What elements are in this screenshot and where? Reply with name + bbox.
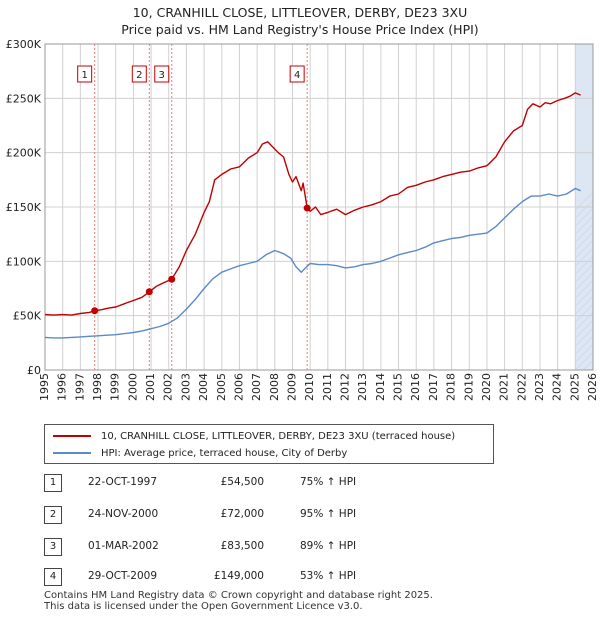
sale-number-badge: 1	[44, 474, 62, 492]
sale-marker-box	[77, 65, 93, 83]
x-tick-label: 2006	[232, 373, 245, 401]
sale-hpi-change: 53% ↑ HPI	[300, 570, 357, 582]
x-tick-label: 2018	[445, 373, 458, 401]
x-tick-label: 2024	[551, 373, 564, 401]
x-tick-label: 1997	[73, 373, 86, 401]
sale-hpi-change: 89% ↑ HPI	[300, 540, 357, 552]
sale-marker-label: 2	[136, 70, 142, 81]
x-tick-label: 2007	[250, 373, 263, 401]
x-tick-label: 1999	[109, 373, 122, 401]
sale-date: 22-OCT-1997	[88, 476, 157, 488]
y-tick-label: £50K	[13, 310, 42, 323]
plot-frame	[44, 43, 594, 371]
sale-price: £149,000	[213, 570, 264, 582]
y-tick-label: £200K	[6, 147, 42, 160]
legend-swatch-hpi	[53, 452, 91, 454]
sale-hpi-change: 75% ↑ HPI	[300, 476, 357, 488]
x-tick-label: 1995	[38, 373, 51, 401]
x-tick-label: 1998	[91, 373, 104, 401]
sale-row: 4 29-OCT-2009 £149,000 53% ↑ HPI	[44, 568, 464, 588]
x-tick-label: 2025	[568, 373, 581, 401]
x-tick-label: 2003	[179, 373, 192, 401]
y-tick-label: £250K	[6, 92, 42, 105]
legend-item-hpi: HPI: Average price, terraced house, City…	[53, 445, 347, 461]
sale-date: 24-NOV-2000	[88, 508, 159, 520]
x-tick-label: 2019	[462, 373, 475, 401]
x-tick-label: 2002	[162, 373, 175, 401]
legend-label-hpi: HPI: Average price, terraced house, City…	[101, 447, 348, 459]
x-tick-label: 2023	[533, 373, 546, 401]
y-tick-label: £150K	[6, 201, 42, 214]
x-tick-label: 1996	[56, 373, 69, 401]
legend-swatch-property	[53, 435, 91, 437]
sale-date: 01-MAR-2002	[88, 540, 159, 552]
sale-date: 29-OCT-2009	[88, 570, 157, 582]
legend: 10, CRANHILL CLOSE, LITTLEOVER, DERBY, D…	[44, 424, 494, 464]
x-tick-label: 2000	[126, 373, 139, 401]
sale-price: £72,000	[220, 508, 264, 520]
series-line	[44, 187, 581, 339]
sale-row: 2 24-NOV-2000 £72,000 95% ↑ HPI	[44, 506, 464, 526]
x-tick-label: 2005	[215, 373, 228, 401]
series-line	[44, 92, 581, 316]
x-tick-label: 2004	[197, 373, 210, 401]
legend-item-property: 10, CRANHILL CLOSE, LITTLEOVER, DERBY, D…	[53, 428, 455, 444]
footer-licence: This data is licensed under the Open Gov…	[44, 601, 363, 612]
legend-label-property: 10, CRANHILL CLOSE, LITTLEOVER, DERBY, D…	[101, 430, 456, 442]
chart-subtitle: Price paid vs. HM Land Registry's House …	[121, 22, 479, 37]
sale-point	[145, 288, 153, 296]
x-tick-label: 2009	[285, 373, 298, 401]
sale-price: £54,500	[220, 476, 264, 488]
footer-copyright: Contains HM Land Registry data © Crown c…	[44, 590, 433, 601]
x-tick-label: 2008	[268, 373, 281, 401]
sale-marker-box	[131, 65, 147, 83]
sale-point	[168, 275, 176, 283]
x-tick-label: 2011	[321, 373, 334, 401]
x-tick-label: 2016	[409, 373, 422, 401]
x-tick-label: 2020	[480, 373, 493, 401]
sale-marker-label: 4	[294, 70, 300, 81]
sale-number-badge: 3	[44, 538, 62, 556]
sale-price: £83,500	[220, 540, 264, 552]
sale-marker-label: 3	[159, 70, 165, 81]
sale-number-badge: 4	[44, 568, 62, 586]
sale-hpi-change: 95% ↑ HPI	[300, 508, 357, 520]
x-tick-label: 2017	[427, 373, 440, 401]
sale-marker-box	[289, 65, 305, 83]
sale-number-badge: 2	[44, 506, 62, 524]
y-tick-label: £100K	[6, 255, 42, 268]
x-tick-label: 2010	[303, 373, 316, 401]
y-tick-label: £0	[27, 364, 41, 377]
x-tick-label: 2015	[392, 373, 405, 401]
sale-row: 3 01-MAR-2002 £83,500 89% ↑ HPI	[44, 538, 464, 558]
x-tick-label: 2021	[498, 373, 511, 401]
sale-point	[303, 204, 311, 212]
sale-point	[91, 307, 99, 315]
y-tick-label: £300K	[6, 38, 42, 51]
x-tick-label: 2026	[586, 373, 599, 401]
sale-marker-box	[154, 65, 170, 83]
sale-marker-label: 1	[81, 70, 87, 81]
sale-row: 1 22-OCT-1997 £54,500 75% ↑ HPI	[44, 474, 464, 494]
x-tick-label: 2013	[356, 373, 369, 401]
chart-title-address: 10, CRANHILL CLOSE, LITTLEOVER, DERBY, D…	[132, 5, 468, 20]
x-tick-label: 2022	[515, 373, 528, 401]
x-tick-label: 2014	[374, 373, 387, 401]
price-chart: 1 2 3 4 £0 £50K £100K £150K £200K £250K £300K 199…	[6, 38, 599, 401]
x-tick-label: 2012	[339, 373, 352, 401]
x-tick-label: 2001	[144, 373, 157, 401]
